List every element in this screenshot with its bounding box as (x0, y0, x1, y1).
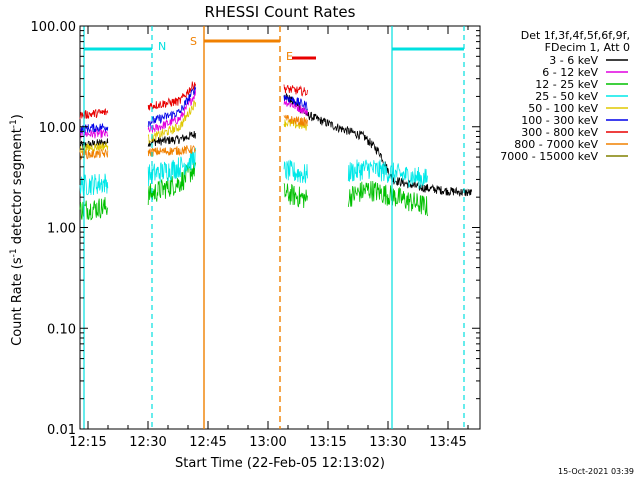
x-axis-label: Start Time (22-Feb-05 12:13:02) (175, 456, 385, 471)
x-tick-label-3: 12:45 (189, 435, 226, 450)
legend-label-9: 7000 - 15000 keV (500, 150, 598, 163)
series-line-3 (79, 159, 428, 221)
series-line-1 (79, 92, 473, 197)
legend-label-7: 300 - 800 keV (521, 126, 598, 139)
legend-label-2: 6 - 12 keV (542, 66, 598, 79)
legend-label-5: 50 - 100 keV (528, 102, 598, 115)
x-tick-label-4: 13:00 (249, 435, 286, 450)
x-tick-label-6: 13:30 (369, 435, 406, 450)
y-tick-label-1: 100.00 (31, 20, 77, 35)
attenuator-label-1: S (190, 35, 197, 48)
x-tick-label-1: 12:15 (69, 435, 106, 450)
y-tick-label-3: 1.00 (47, 222, 76, 237)
legend-label-6: 100 - 300 keV (521, 114, 598, 127)
y-axis-label-part2: detector segment (10, 128, 25, 248)
series-line-4 (79, 147, 428, 196)
legend-label-8: 800 - 7000 keV (514, 138, 598, 151)
y-axis-label-sup1: -1 (9, 248, 19, 257)
x-tick-label-7: 13:45 (429, 435, 466, 450)
y-axis-label-part1: Count Rate (s (10, 257, 25, 346)
y-tick-label-5: 0.01 (47, 423, 76, 438)
series-line-6 (79, 85, 308, 134)
legend-label-3: 12 - 25 keV (535, 78, 598, 91)
y-axis-label-part3: ) (10, 114, 25, 119)
chart-title: RHESSI Count Rates (205, 3, 356, 21)
legend-label-1: 3 - 6 keV (549, 54, 598, 67)
legend-label-4: 25 - 50 keV (535, 90, 598, 103)
y-axis-label: Count Rate (s-1 detector segment-1) (9, 114, 25, 346)
footer-timestamp: 15-Oct-2021 03:39 (558, 467, 634, 476)
x-axis: 12:15 12:30 12:45 13:00 13:15 13:30 13:45 (69, 26, 469, 450)
y-axis: 100.00 10.00 1.00 0.10 0.01 (31, 20, 480, 438)
y-axis-label-sup2: -1 (9, 119, 19, 128)
x-tick-label-5: 13:15 (309, 435, 346, 450)
y-tick-label-4: 0.10 (47, 322, 76, 337)
series-line-5 (79, 100, 308, 154)
attenuator-label-2: E (286, 50, 293, 63)
legend-header-line1: Det 1f,3f,4f,5f,6f,9f, (521, 29, 630, 42)
series-line-7 (79, 81, 308, 120)
series-line-8 (79, 114, 308, 161)
y-tick-label-2: 10.00 (39, 121, 76, 136)
series-line-2 (79, 89, 308, 139)
plot-area: N S E (79, 25, 481, 430)
legend-header-line2: FDecim 1, Att 0 (545, 41, 630, 54)
legend: Det 1f,3f,4f,5f,6f,9f, FDecim 1, Att 0 3… (500, 29, 630, 163)
x-tick-label-2: 12:30 (129, 435, 166, 450)
night-label-2: N (158, 40, 166, 53)
